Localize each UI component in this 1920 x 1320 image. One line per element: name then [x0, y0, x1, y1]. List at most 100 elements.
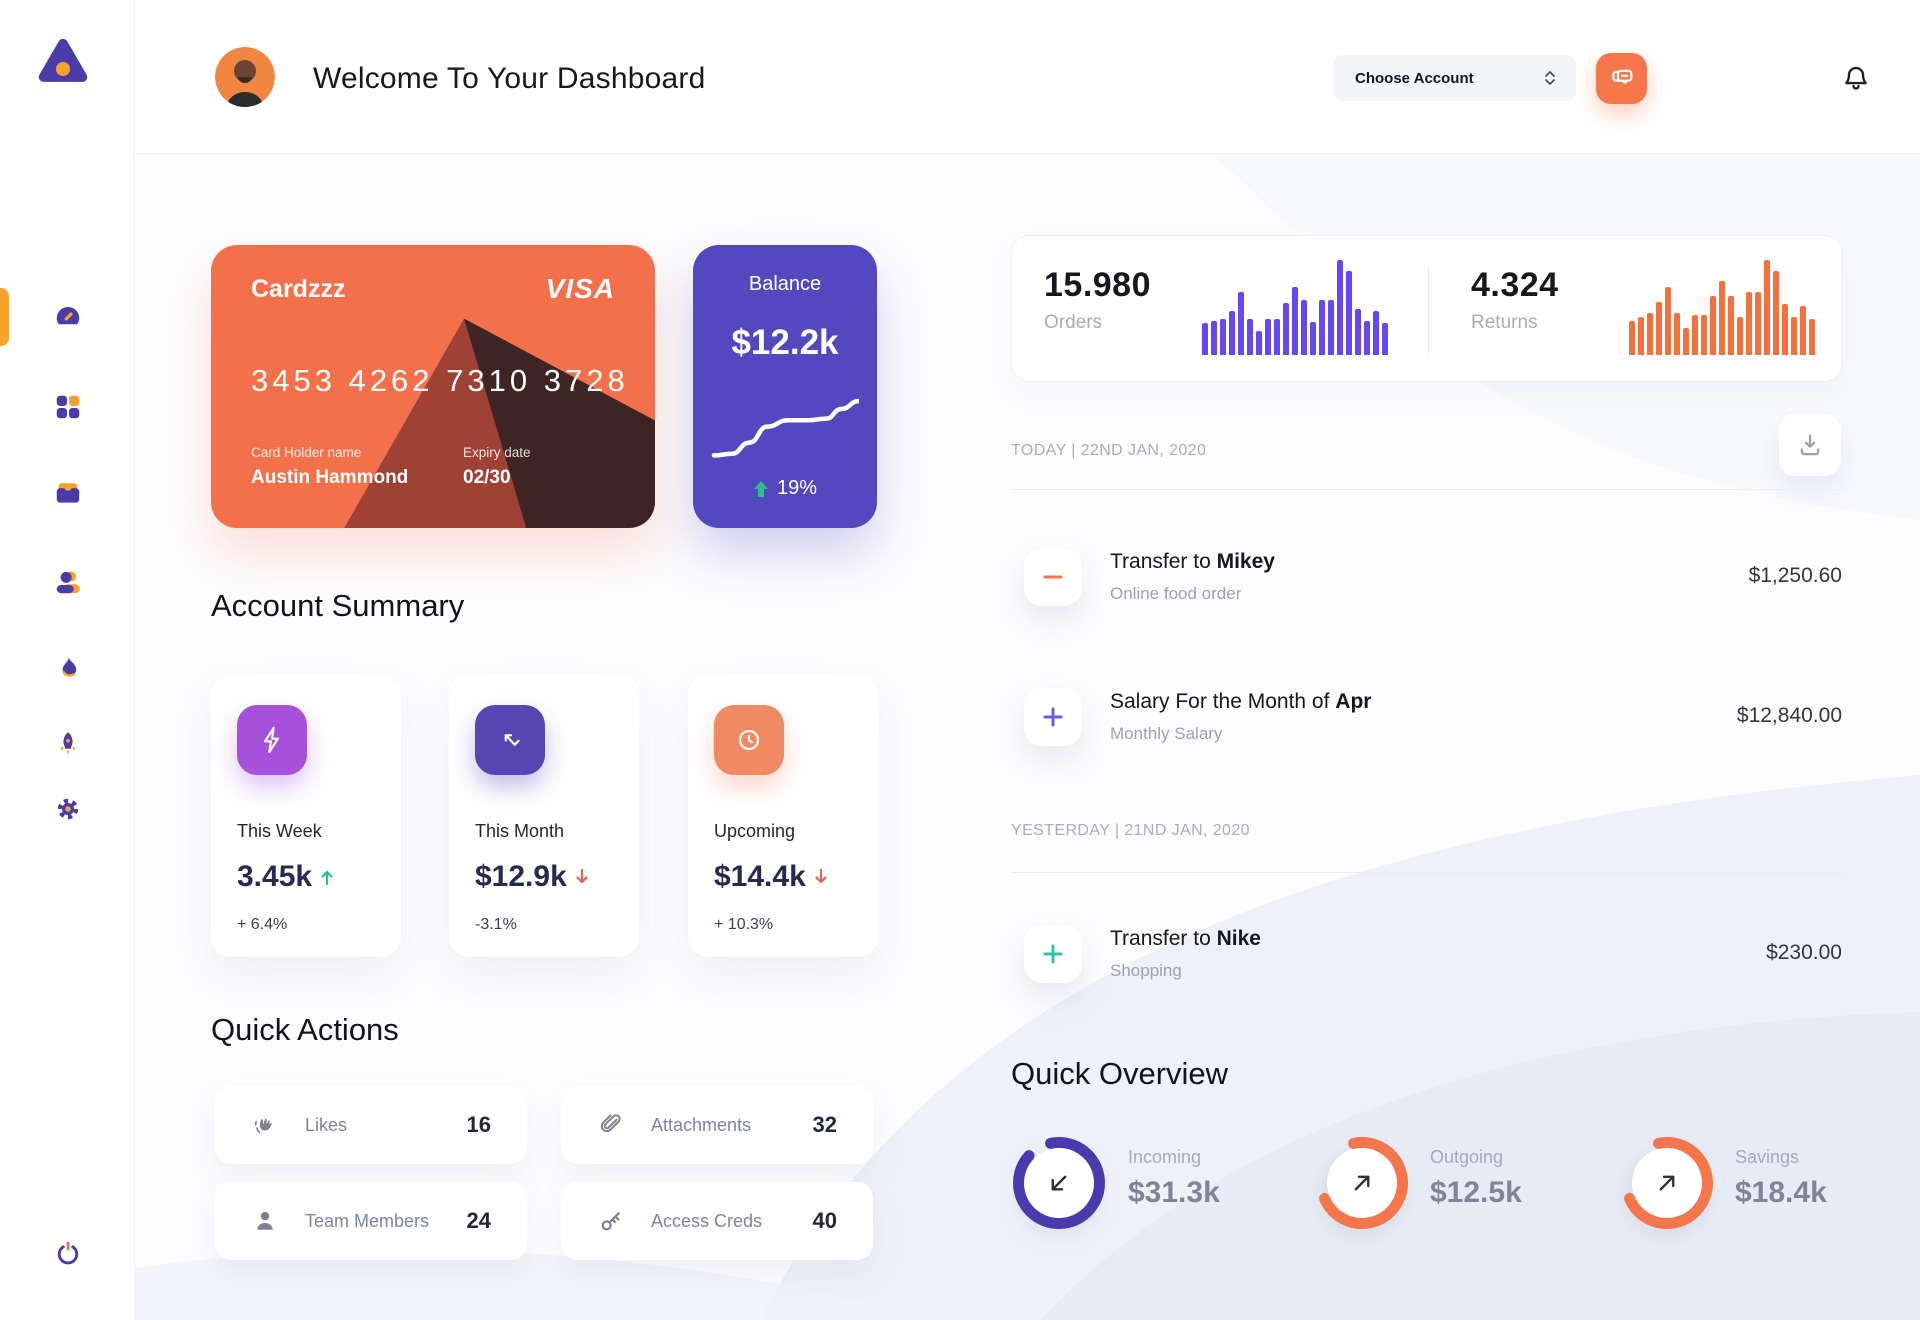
orders-value: 15.980: [1044, 266, 1151, 304]
sidebar-item-settings[interactable]: [0, 781, 135, 837]
incoming-ring: [1011, 1135, 1107, 1231]
account-select-label: Choose Account: [1355, 69, 1474, 87]
summary-card-this-week: This Week 3.45k + 6.4%: [211, 675, 401, 957]
transaction-row-nike[interactable]: Transfer to Nike Shopping $230.00: [1011, 925, 1842, 983]
users-icon: [56, 571, 80, 594]
transaction-amount: $12,840.00: [1736, 704, 1842, 727]
transaction-title-prefix: Transfer to: [1110, 550, 1217, 573]
incoming-stat: Incoming $31.3k: [1128, 1147, 1220, 1210]
member-icon: [257, 1211, 273, 1230]
gear-icon: [57, 798, 78, 820]
card-expiry-block: Expiry date 02/30: [463, 445, 531, 489]
quick-action-count: 16: [466, 1112, 491, 1137]
quick-action-access-creds[interactable]: Access Creds 40: [561, 1182, 873, 1260]
background-wave: [135, 1249, 930, 1320]
transaction-row-mikey[interactable]: Transfer to Mikey Online food order $1,2…: [1011, 548, 1842, 606]
ring-progress: [1316, 1137, 1408, 1229]
summary-delta: -3.1%: [475, 916, 517, 933]
transactions-date-today: TODAY | 22ND JAN, 2020: [1011, 442, 1207, 459]
rocket-icon: [59, 732, 76, 755]
quick-action-likes[interactable]: Likes 16: [215, 1086, 527, 1164]
account-select[interactable]: Choose Account: [1333, 55, 1576, 101]
sidebar-item-portfolio[interactable]: [0, 464, 135, 520]
trend-up-icon: [321, 870, 333, 885]
card-number: 3453 4262 7310 3728: [251, 363, 629, 398]
avatar-image: [215, 47, 275, 107]
ring-progress: [1013, 1137, 1105, 1229]
briefcase-icon: [56, 483, 79, 503]
summary-delta: + 10.3%: [714, 916, 774, 933]
savings-stat: Savings $18.4k: [1735, 1147, 1827, 1210]
notifications-button[interactable]: [1838, 60, 1874, 96]
quick-action-label: Team Members: [305, 1210, 430, 1231]
sidebar-item-trending[interactable]: [0, 641, 135, 697]
sidebar-active-indicator: [0, 288, 9, 346]
summary-value: $12.9k: [475, 860, 613, 894]
balance-label: Balance: [748, 273, 822, 295]
plus-icon: [1043, 944, 1063, 964]
divider: [1011, 872, 1842, 873]
quick-action-label: Attachments: [651, 1114, 752, 1135]
quick-action-count: 24: [466, 1208, 491, 1233]
transaction-row-salary[interactable]: Salary For the Month of Apr Monthly Sala…: [1011, 688, 1842, 746]
orders-returns-stats-card: 15.980 Orders 4.324 Returns: [1011, 235, 1842, 382]
messages-button[interactable]: [1596, 53, 1647, 104]
transaction-subtitle: Online food order: [1110, 584, 1242, 603]
sidebar: [0, 0, 135, 1320]
card-holder-label: Card Holder name: [251, 445, 362, 460]
returns-label: Returns: [1471, 312, 1538, 333]
summary-label: This Month: [475, 821, 565, 841]
transactions-date-yesterday: YESTERDAY | 21ND JAN, 2020: [1011, 822, 1250, 839]
overview-value: $12.5k: [1430, 1176, 1522, 1209]
summary-card-upcoming: Upcoming $14.4k + 10.3%: [688, 675, 878, 957]
overview-label: Incoming: [1128, 1147, 1202, 1167]
clap-icon: [254, 1118, 272, 1134]
outgoing-ring: [1314, 1135, 1410, 1231]
up-arrow-icon: [753, 480, 768, 497]
quick-action-attachments[interactable]: Attachments 32: [561, 1086, 873, 1164]
avatar[interactable]: [215, 47, 275, 107]
quick-action-count: 40: [812, 1208, 837, 1233]
sidebar-item-launch[interactable]: [0, 716, 135, 772]
sidebar-item-logout[interactable]: [0, 1228, 135, 1280]
quick-action-label: Likes: [305, 1114, 348, 1135]
ring-progress: [1621, 1137, 1713, 1229]
stats-divider: [1428, 266, 1429, 354]
bell-icon: [1845, 66, 1867, 90]
transaction-title-bold: Nike: [1216, 927, 1261, 950]
balance-delta-value: 19%: [776, 477, 818, 499]
balance-value: $12.2k: [731, 323, 839, 362]
trend-arrows-icon: [504, 734, 520, 746]
lightning-icon: [264, 726, 279, 754]
quick-action-team-members[interactable]: Team Members 24: [215, 1182, 527, 1260]
card-name: Cardzzz: [251, 275, 346, 303]
transaction-title-bold: Mikey: [1216, 550, 1275, 573]
overview-label: Outgoing: [1430, 1147, 1504, 1167]
sidebar-item-dashboard[interactable]: [0, 289, 135, 345]
transaction-title-prefix: Salary For the Month of: [1110, 690, 1336, 713]
trend-down-icon: [815, 869, 827, 884]
balance-card: Balance $12.2k 19%: [693, 245, 877, 528]
sidebar-item-apps[interactable]: [0, 379, 135, 435]
plus-icon: [1043, 707, 1063, 727]
transaction-title: Transfer to Mikey: [1110, 550, 1275, 574]
app-logo[interactable]: [33, 34, 93, 90]
sidebar-item-contacts[interactable]: [0, 554, 135, 610]
transaction-title: Transfer to Nike: [1110, 927, 1261, 951]
background-wave: [760, 775, 1920, 1320]
summary-value: 3.45k: [237, 860, 375, 894]
flame-icon: [62, 657, 76, 677]
page-title: Welcome To Your Dashboard: [313, 62, 706, 95]
paperclip-icon: [600, 1114, 621, 1133]
transaction-icon-tile: [1024, 688, 1082, 746]
transaction-amount: $230.00: [1766, 941, 1842, 964]
power-icon: [57, 1241, 78, 1265]
key-icon: [601, 1212, 620, 1231]
returns-bar-chart: [1629, 260, 1817, 355]
balance-sparkline: [711, 385, 862, 465]
download-statement-button[interactable]: [1779, 414, 1841, 476]
orders-bar-chart: [1202, 260, 1390, 355]
transaction-icon-tile: [1024, 925, 1082, 983]
transaction-amount: $1,250.60: [1748, 564, 1842, 587]
